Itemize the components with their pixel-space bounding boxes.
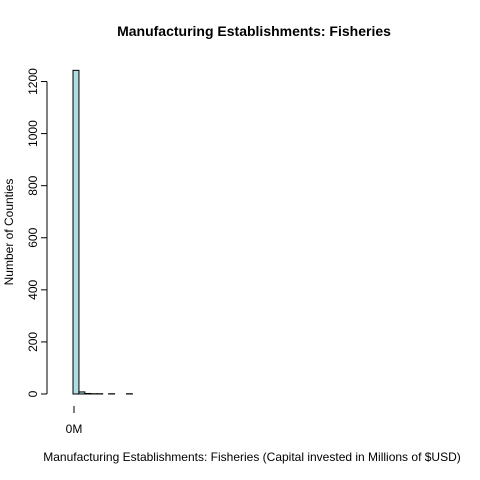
x-axis-label: Manufacturing Establishments: Fisheries …	[43, 450, 461, 464]
y-tick-label: 600	[26, 227, 40, 247]
y-tick-label: 800	[26, 175, 40, 195]
histogram-bar	[84, 392, 92, 395]
y-axis: 0 200 400 600 800 1000 1200	[26, 68, 48, 397]
y-tick-label: 400	[26, 280, 40, 300]
y-tick-label: 200	[26, 332, 40, 352]
y-tick-label: 1000	[26, 120, 40, 147]
x-tick-label: 0M	[66, 422, 83, 436]
histogram-bar	[72, 69, 80, 395]
histogram-bar	[78, 391, 86, 395]
y-tick-label: 1200	[26, 68, 40, 95]
y-tick-label: 0	[26, 390, 40, 397]
bars-group	[72, 69, 133, 395]
chart-title: Manufacturing Establishments: Fisheries	[117, 23, 391, 39]
y-axis-label: Number of Counties	[2, 179, 16, 286]
x-axis: 0M	[66, 406, 83, 436]
